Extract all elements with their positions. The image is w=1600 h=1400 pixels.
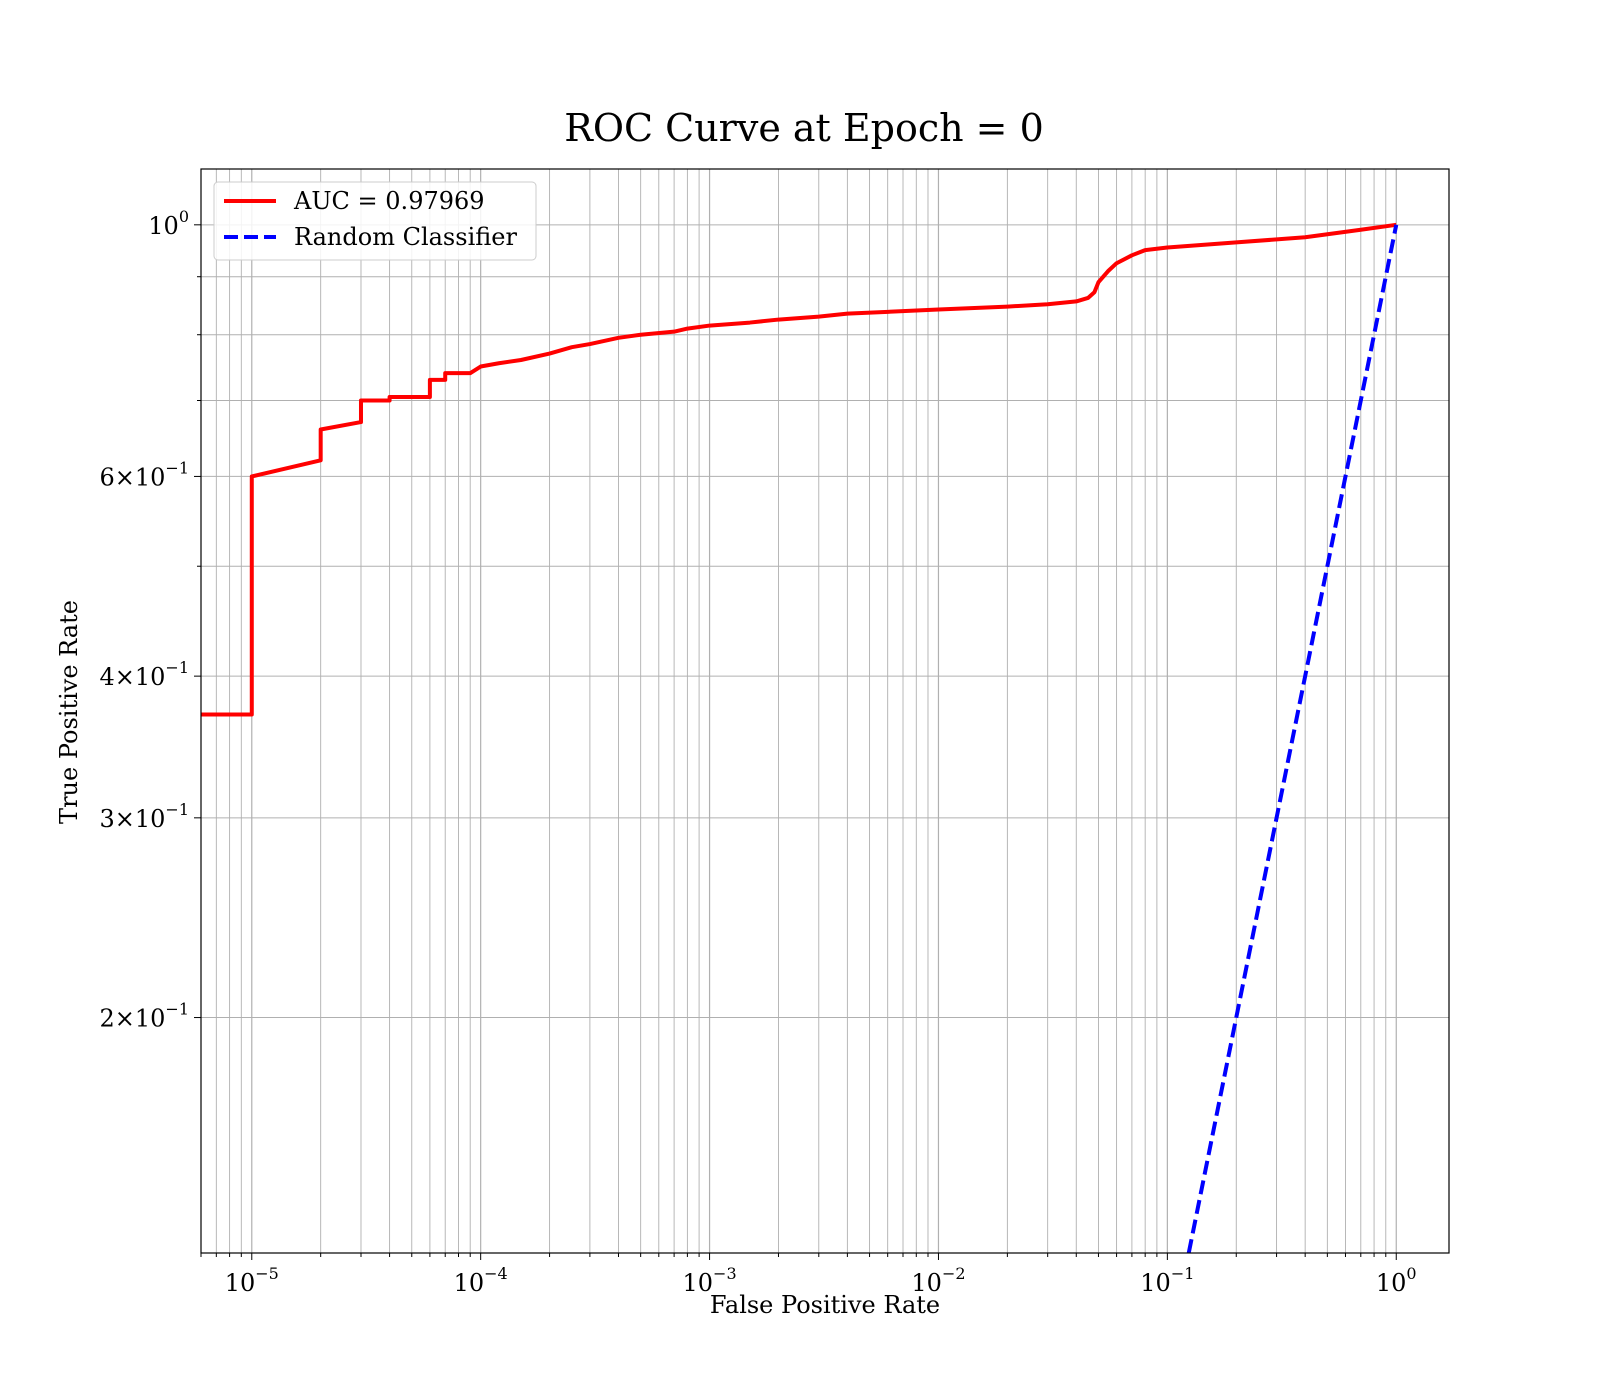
x-tick-label: 10−4: [454, 1264, 508, 1297]
legend: AUC = 0.97969 Random Classifier: [213, 181, 537, 261]
x-axis-label: False Positive Rate: [710, 1291, 940, 1319]
y-tick-label: 3×10−1: [99, 800, 189, 833]
chart-title: ROC Curve at Epoch = 0: [564, 106, 1044, 150]
x-tick-label: 100: [1376, 1264, 1417, 1297]
y-axis-label: True Positive Rate: [55, 600, 83, 824]
legend-entry-label: Random Classifier: [294, 223, 517, 251]
data-lines: [201, 222, 1399, 1253]
y-axis-ticks: 100 6×10−1 4×10−1 3×10−1 2×10−1: [99, 207, 189, 1033]
legend-entry-label: AUC = 0.97969: [293, 187, 485, 215]
x-tick-label: 10−2: [911, 1264, 965, 1297]
x-axis-ticks: 10−5 10−4 10−3 10−2 10−1 100: [225, 1264, 1417, 1297]
y-tick-label: 6×10−1: [99, 458, 189, 491]
y-tick-label: 4×10−1: [99, 658, 189, 691]
y-tick-label: 2×10−1: [99, 1000, 189, 1033]
legend-box: [213, 181, 537, 261]
grid: [194, 169, 1449, 1260]
x-tick-label: 10−3: [682, 1264, 736, 1297]
x-tick-label: 10−1: [1140, 1264, 1194, 1297]
y-tick-label: 100: [148, 207, 189, 240]
plot-frame: [200, 168, 1450, 1254]
roc-curve-line: [201, 222, 1397, 717]
random-classifier-line: [1186, 224, 1399, 1253]
x-tick-label: 10−5: [225, 1264, 279, 1297]
